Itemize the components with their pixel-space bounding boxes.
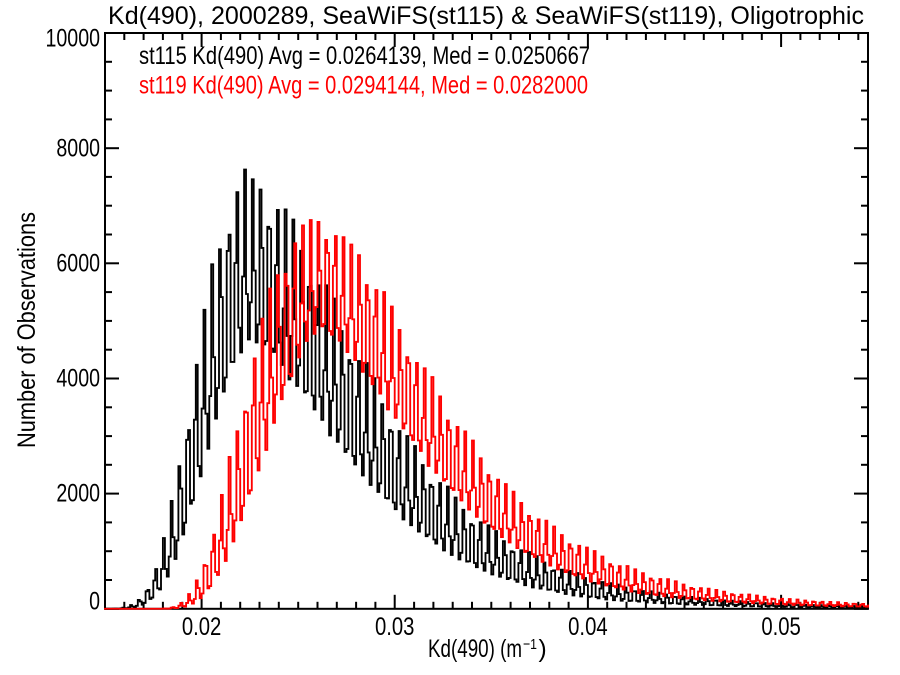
- svg-text:Kd(490), 2000289, SeaWiFS(st11: Kd(490), 2000289, SeaWiFS(st115) & SeaWi…: [108, 3, 864, 30]
- svg-text:st115 Kd(490) Avg = 0.0264139,: st115 Kd(490) Avg = 0.0264139, Med = 0.0…: [139, 43, 590, 70]
- svg-text:0: 0: [89, 588, 100, 615]
- svg-text:4000: 4000: [56, 365, 100, 392]
- svg-text:0.02: 0.02: [182, 614, 222, 641]
- svg-text:6000: 6000: [56, 250, 100, 277]
- svg-text:2000: 2000: [56, 480, 100, 507]
- svg-text:Number of Observations: Number of Observations: [14, 212, 41, 448]
- svg-text:0.04: 0.04: [568, 614, 608, 641]
- svg-text:0.05: 0.05: [761, 614, 801, 641]
- svg-text:8000: 8000: [56, 135, 100, 162]
- svg-text:): ): [539, 636, 547, 663]
- svg-text:0.03: 0.03: [375, 614, 415, 641]
- svg-text:−1: −1: [523, 636, 537, 653]
- svg-text:st119 Kd(490) Avg = 0.0294144,: st119 Kd(490) Avg = 0.0294144, Med = 0.0…: [139, 73, 588, 100]
- svg-text:Kd(490) (m: Kd(490) (m: [428, 636, 522, 663]
- svg-text:10000: 10000: [46, 26, 101, 53]
